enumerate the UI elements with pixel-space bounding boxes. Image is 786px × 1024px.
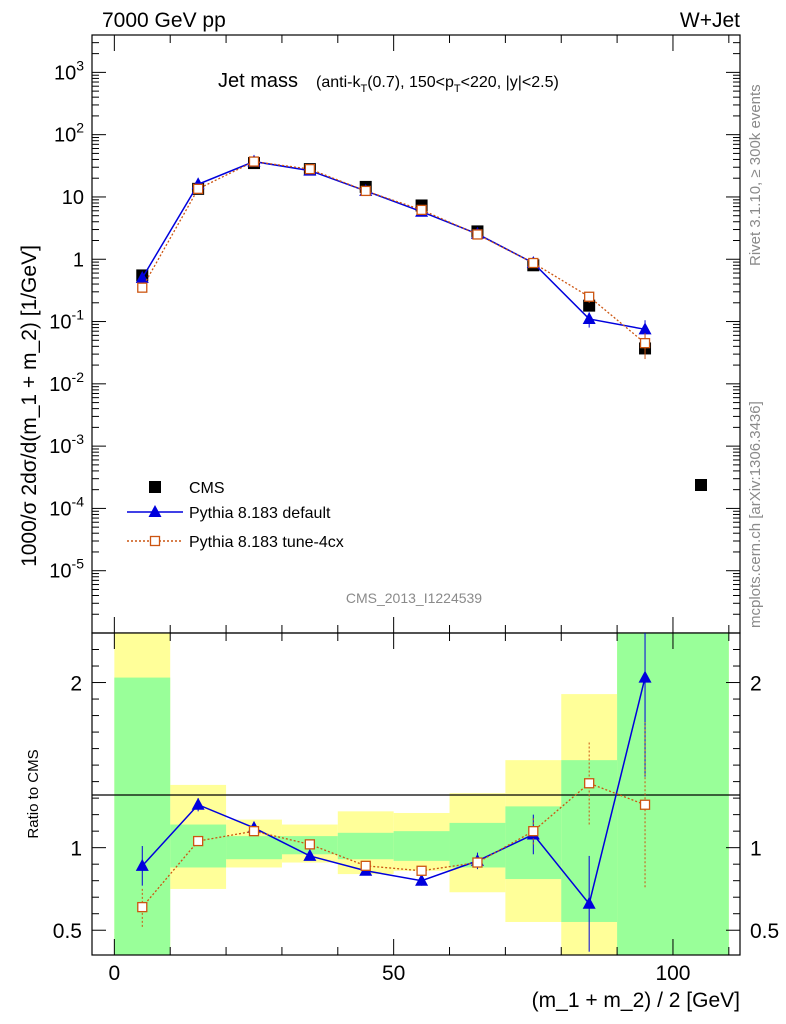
ratio-axis-ticks: 0.5 0.5 1 1 2 2 0 50 100 [53,633,779,985]
ratio-plot-panel: 0.5 0.5 1 1 2 2 0 50 100 Ratio to CMS (m_1 + m_2… [25,632,779,1012]
green-band [226,836,282,860]
data-point [638,322,652,335]
ratio-data-point [416,865,427,876]
y-tick-label: 10-2​ [49,369,84,396]
ratio-y-tick-label: 0.5 [53,920,82,943]
legend-marker [149,535,161,547]
y-tick-label: 10-5​ [49,556,84,583]
y-tick-label: 102​ [54,120,84,147]
legend: CMS Pythia 8.183 default Pythia 8.183 tune… [127,480,344,551]
x-tick-label: 50 [382,962,405,985]
y-tick-label: 103​ [54,57,84,84]
data-point [304,163,316,175]
collision-label: 7000 GeV pp [102,9,226,32]
ratio-data-point [582,896,596,909]
ratio-data-point [415,873,429,886]
plot-title: Jet mass [218,70,298,92]
legend-marker [149,481,161,493]
ratio-uncertainty-bands [114,633,729,955]
ratio-data-point [192,835,204,847]
ratio-data-point [137,901,148,913]
ratio-data-point [472,857,483,868]
legend-label: Pythia 8.183 tune-4cx [189,534,344,551]
x-tick-label: 0 [109,962,121,985]
ratio-y-axis-label: Ratio to CMS [25,749,42,838]
ratio-data-point [191,797,205,810]
green-band [337,832,394,860]
ratio-data-point [135,858,149,871]
ratio-data-point [303,848,317,861]
ratio-y-tick-label: 1 [70,838,82,861]
data-point [584,291,595,302]
ratio-y-tick-label-right: 1 [750,838,762,861]
ratio-series-line [141,677,646,906]
ratio-y-tick-label: 2 [70,673,82,696]
ratio-data-point [639,799,651,810]
plot-title-detail: (anti-kT​(0.7), 150<pT​<220, |y|<2.5) [316,74,559,95]
ratio-data-point [304,839,316,850]
legend-marker [148,505,162,517]
green-band [393,831,450,861]
main-axis-ticks: 10-5​ 10-4​ 10-3​ 10-2​ 10-1​ 1 10 102​ 103​ [49,35,740,633]
ratio-y-tick-label-right: 0.5 [750,920,779,943]
legend-label: Pythia 8.183 default [189,505,331,522]
data-point [135,271,149,284]
y-tick-label: 10-1​ [49,307,84,334]
data-point [582,311,596,324]
ratio-series-line [141,782,646,908]
rivet-label: Rivet 3.1.10, ≥ 300k events [747,84,764,266]
ratio-data-point [248,826,260,837]
data-point [192,183,204,194]
data-point [360,185,371,197]
main-series-group [135,154,652,360]
y-tick-label: 1 [73,249,84,271]
series-line [141,160,646,344]
green-band [617,633,729,955]
process-label: W+Jet [680,9,740,32]
legend-label: CMS [189,480,225,497]
ratio-y-tick-label-right: 2 [750,673,762,696]
data-point [639,337,651,349]
analysis-id: CMS_2013_I1224539 [346,590,482,606]
data-point [528,257,539,269]
x-axis-label: (m_1 + m_2) / 2 [GeV] [532,989,740,1012]
data-point [248,156,260,167]
x-tick-label: 100 [655,962,690,985]
data-point [583,299,596,312]
data-point [472,229,483,240]
ratio-data-point [584,778,595,789]
y-tick-label: 10-4​ [49,493,84,520]
y-tick-label: 10 [62,187,84,209]
ratio-series-group [135,633,652,952]
y-tick-label: 10-3​ [49,431,84,458]
series-line [141,160,646,331]
off-axis-marker [695,479,707,491]
ratio-data-point [638,670,652,683]
data-point [137,282,148,293]
ratio-data-point [360,860,371,871]
main-plot-panel: 10-5​ 10-4​ 10-3​ 10-2​ 10-1​ 1 10 102​ 103​ Jet… [18,34,741,634]
mcplots-label: mcplots.cern.ch [arXiv:1306.3436] [747,401,764,628]
main-y-axis-label: 1000/σ 2dσ/d(m_1 + m_2) [1/GeV] [18,245,41,567]
ratio-data-point [528,826,539,837]
data-point [416,204,427,216]
